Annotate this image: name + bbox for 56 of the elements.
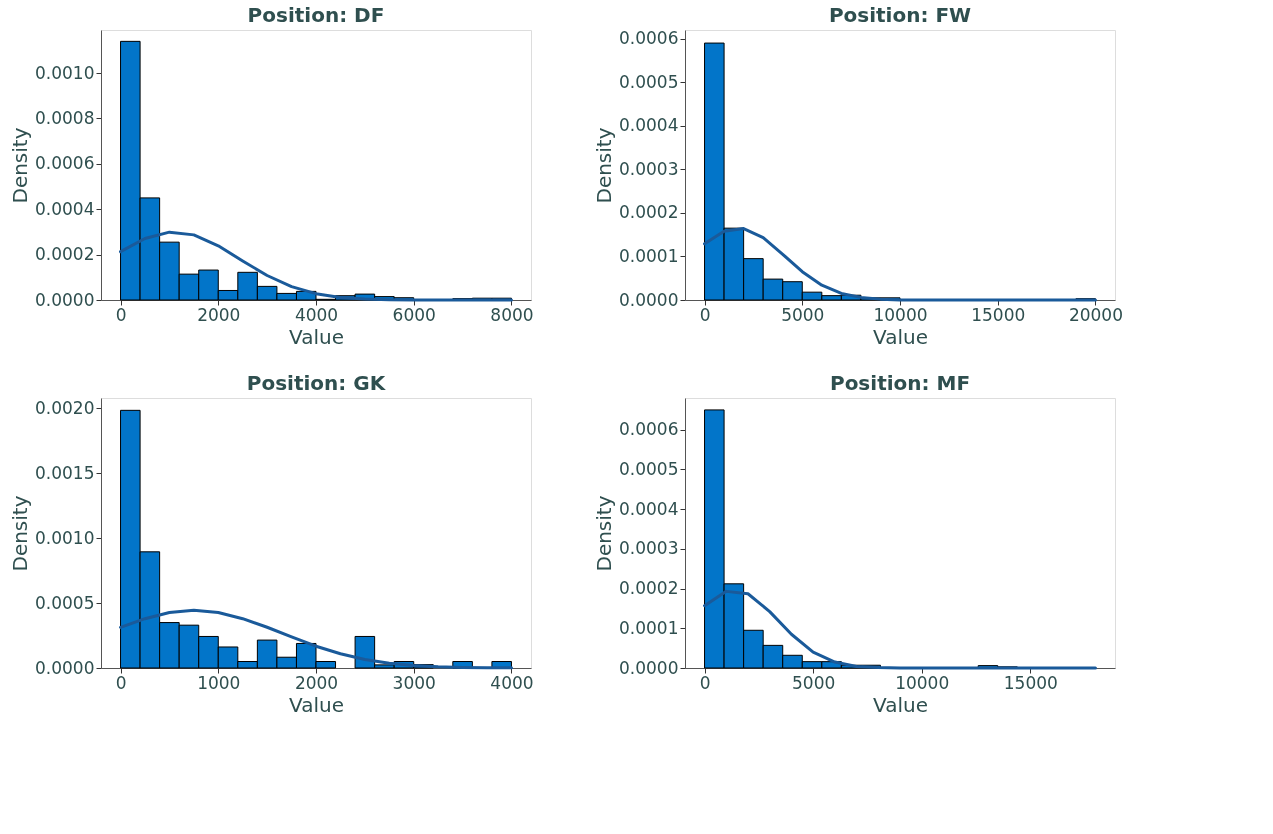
y-axis-title: Density [8, 127, 33, 204]
y-tick-label: 0.0005 [619, 458, 679, 479]
y-tick-label: 0.0001 [619, 617, 679, 638]
y-tick-label: 0.0002 [619, 578, 679, 599]
y-tick-label: 0.0006 [619, 28, 679, 49]
y-tick-label: 0.0005 [619, 71, 679, 92]
y-tick-label: 0.0010 [35, 527, 95, 548]
x-tick-label: 3000 [392, 672, 436, 693]
y-tick-label: 0.0004 [619, 115, 679, 136]
y-tick-label: 0.0020 [35, 397, 95, 418]
y-tick-label: 0.0006 [35, 153, 95, 174]
y-tick-label: 0.0004 [35, 198, 95, 219]
y-tick-label: 0.0006 [619, 419, 679, 440]
x-tick-label: 15000 [971, 304, 1026, 325]
x-tick-label: 0 [115, 304, 127, 325]
x-tick-label: 15000 [1003, 672, 1058, 693]
y-axis-title: Density [592, 495, 617, 572]
y-axis-title: Density [592, 127, 617, 204]
x-tick-label: 0 [699, 304, 711, 325]
y-tick-label: 0.0000 [35, 289, 95, 310]
chart-title: Position: GK [246, 371, 387, 395]
x-tick-label: 0 [699, 672, 711, 693]
x-tick-label: 2000 [294, 672, 339, 693]
y-tick-label: 0.0003 [619, 158, 679, 179]
chart-title: Position: DF [247, 3, 385, 27]
x-tick-label: 0 [115, 672, 127, 693]
x-tick-label: 10000 [873, 304, 928, 325]
x-tick-label: 5000 [781, 304, 825, 325]
x-axis-title: Value [289, 324, 344, 349]
x-axis-title: Value [873, 692, 928, 717]
x-tick-label: 4000 [294, 304, 339, 325]
y-tick-label: 0.0004 [619, 498, 679, 519]
x-tick-label: 1000 [197, 672, 241, 693]
y-tick-label: 0.0010 [35, 62, 95, 83]
y-axis-title: Density [8, 495, 33, 572]
x-axis-title: Value [289, 692, 344, 717]
x-tick-label: 4000 [490, 672, 534, 693]
y-tick-label: 0.0000 [35, 657, 95, 678]
x-axis-title: Value [873, 324, 928, 349]
chart-title: Position: MF [829, 371, 971, 395]
y-tick-label: 0.0001 [619, 245, 679, 266]
y-tick-label: 0.0000 [619, 657, 679, 678]
x-tick-label: 10000 [895, 672, 950, 693]
x-tick-label: 5000 [792, 672, 836, 693]
y-tick-label: 0.0005 [35, 592, 95, 613]
y-tick-label: 0.0015 [35, 462, 95, 483]
chart-title: Position: FW [828, 2, 972, 27]
x-tick-label: 8000 [490, 304, 534, 325]
x-tick-label: 2000 [197, 304, 241, 325]
y-tick-label: 0.0000 [619, 289, 679, 310]
x-tick-label: 6000 [392, 304, 436, 325]
x-tick-label: 20000 [1068, 304, 1123, 325]
y-tick-label: 0.0002 [35, 244, 95, 265]
y-tick-label: 0.0002 [619, 202, 679, 223]
y-tick-label: 0.0008 [35, 107, 95, 128]
y-tick-label: 0.0003 [619, 538, 679, 559]
